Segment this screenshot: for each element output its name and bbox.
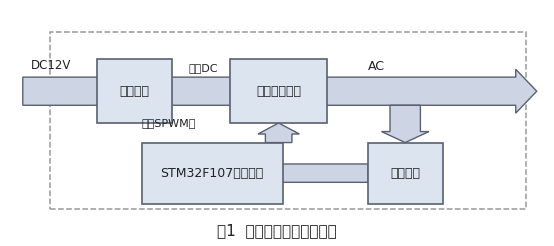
Text: 逆变器主电路: 逆变器主电路	[256, 85, 301, 98]
FancyBboxPatch shape	[98, 59, 172, 123]
Polygon shape	[382, 105, 429, 143]
Text: 图1  逆变器系统的原理框图: 图1 逆变器系统的原理框图	[217, 223, 337, 238]
Polygon shape	[258, 123, 299, 143]
Text: STM32F107微控制器: STM32F107微控制器	[161, 167, 264, 180]
FancyBboxPatch shape	[142, 143, 283, 204]
FancyBboxPatch shape	[230, 59, 327, 123]
Text: 高压DC: 高压DC	[188, 63, 218, 74]
Text: 升压电路: 升压电路	[120, 85, 150, 98]
Polygon shape	[23, 69, 537, 113]
Polygon shape	[261, 159, 368, 187]
Text: DC12V: DC12V	[31, 59, 71, 72]
FancyBboxPatch shape	[368, 143, 443, 204]
Text: AC: AC	[368, 61, 385, 74]
Text: 反馈电路: 反馈电路	[391, 167, 420, 180]
Text: 互补SPWM波: 互补SPWM波	[142, 118, 196, 128]
